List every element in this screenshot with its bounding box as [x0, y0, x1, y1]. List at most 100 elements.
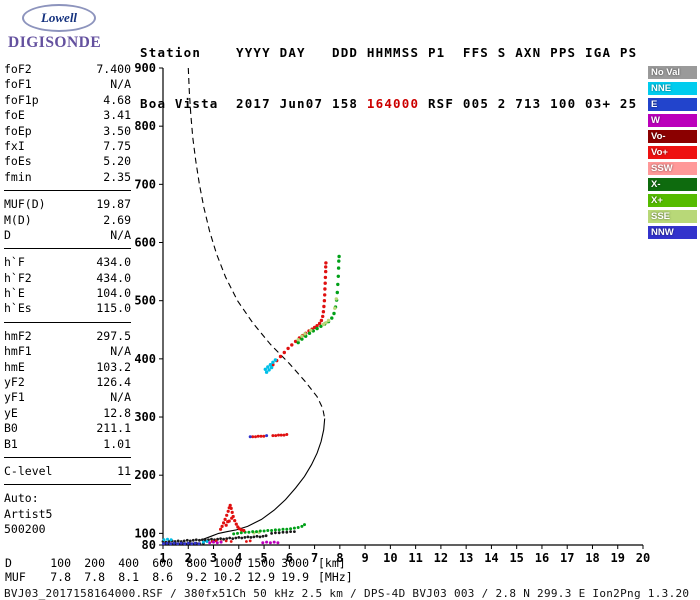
param-row: hmE 103.2 — [4, 360, 131, 375]
series-f-trace-x-green — [296, 254, 341, 345]
muf-cell: 19.9 — [281, 570, 309, 584]
param-value: 103.2 — [96, 359, 131, 374]
panel-footer-line: 500200 — [4, 522, 46, 537]
x-tick-label: 16 — [535, 551, 549, 565]
muf-cell: 8.6 — [152, 570, 173, 584]
y-tick-label: 80 — [142, 538, 156, 552]
param-value: 11 — [117, 463, 131, 478]
param-row: h`F 434.0 — [4, 255, 131, 270]
series-f-trace-onset-cyan — [263, 358, 278, 374]
param-value: 19.87 — [96, 197, 131, 212]
series-e-cluster-red — [219, 503, 246, 533]
distance-unit: [km] — [318, 556, 346, 570]
series-bottom-magenta — [208, 540, 280, 545]
param-row: C-level 11 — [4, 464, 131, 479]
param-value: 7.400 — [96, 62, 131, 76]
legend-item-x+: X+ — [648, 194, 697, 207]
param-label: MUF(D) — [4, 197, 46, 212]
ionogram-plot: 1 2 3 4 5 6 7 8 9 10 11 12 13 14 15 16 17 18 19 20900800700… — [134, 61, 650, 565]
x-tick-label: 19 — [611, 551, 625, 565]
digisonde-logo: Lowell DIGISONDE — [8, 4, 118, 52]
param-row: yF2 126.4 — [4, 375, 131, 390]
distance-cell: 1000 — [213, 556, 241, 570]
x-tick-label: 4 — [235, 551, 242, 565]
param-value: 12.8 — [103, 405, 131, 420]
header-values-line: Boa Vista 2017 Jun07 158 164000 RSF 005 … — [140, 95, 637, 112]
x-tick-label: 5 — [260, 551, 267, 565]
legend-item-no-val: No Val — [648, 66, 697, 79]
legend-item-nne: NNE — [648, 82, 697, 95]
x-tick-label: 2 — [185, 551, 192, 565]
x-tick-label: 11 — [408, 551, 422, 565]
header-time: 164000 — [366, 96, 420, 111]
param-value: N/A — [110, 344, 131, 359]
header-station-date: Boa Vista 2017 Jun07 158 — [140, 96, 367, 111]
x-tick-label: 17 — [560, 551, 574, 565]
param-value: N/A — [110, 390, 131, 405]
x-tick-label: 14 — [484, 551, 498, 565]
param-label: foF2 — [4, 62, 32, 76]
status-line: BVJ03_2017158164000.RSF / 380fx51Ch 50 k… — [4, 587, 690, 600]
param-value: 3.41 — [103, 108, 131, 123]
param-label: M(D) — [4, 212, 32, 227]
param-label: yF1 — [4, 390, 25, 405]
panel-separator — [4, 321, 131, 323]
param-label: hmF1 — [4, 344, 32, 359]
direction-color-legend: No Val NNE E W Vo- Vo+ SSW X- X+ SSE NNW — [648, 66, 697, 242]
param-label: yE — [4, 405, 18, 420]
x-tick-label: 12 — [434, 551, 448, 565]
series-bottom-cyan — [162, 537, 209, 544]
x-tick-label: 1 — [159, 551, 166, 565]
y-tick-label: 300 — [134, 410, 156, 424]
legend-item-nnw: NNW — [648, 226, 697, 239]
distance-cell: 1500 — [247, 556, 275, 570]
x-tick-label: 13 — [459, 551, 473, 565]
param-row: yF1 N/A — [4, 390, 131, 405]
muf-row-label: MUF — [5, 570, 26, 584]
logo-brand: Lowell — [40, 10, 78, 25]
param-row: fmin 2.35 — [4, 170, 131, 185]
param-label: foF1 — [4, 77, 32, 92]
param-label: hmE — [4, 359, 25, 374]
param-label: C-level — [4, 463, 53, 478]
param-label: h`F2 — [4, 270, 32, 285]
muf-cell: 7.8 — [50, 570, 71, 584]
param-row: hmF2 297.5 — [4, 329, 131, 344]
panel-separator — [4, 248, 131, 250]
series-f-trace-scatter-lightgreen — [252, 297, 338, 535]
y-tick-label: 700 — [134, 177, 156, 191]
param-label: hmF2 — [4, 328, 32, 343]
header-program-values: RSF 005 2 713 100 03+ 25 — [419, 96, 638, 111]
parameter-panel: foF2 7.400 foF1 N/A foF1p 4.68 foE 3.41 foEp 3.50… — [4, 62, 131, 538]
param-value: 7.75 — [103, 138, 131, 153]
muf-cell: 12.9 — [247, 570, 275, 584]
muf-cell: 10.2 — [213, 570, 241, 584]
param-value: 211.1 — [96, 421, 131, 436]
param-label: h`Es — [4, 301, 32, 316]
x-tick-label: 20 — [636, 551, 650, 565]
legend-item-w: W — [648, 114, 697, 127]
lowell-logo-oval: Lowell — [22, 4, 96, 32]
y-tick-label: 500 — [134, 294, 156, 308]
param-label: yF2 — [4, 375, 25, 390]
param-value: 1.01 — [103, 436, 131, 451]
param-row: foF1 N/A — [4, 77, 131, 92]
ionogram-header: Station YYYY DAY DDD HHMMSS P1 FFS S AXN… — [140, 10, 637, 146]
param-label: foF1p — [4, 92, 39, 107]
y-tick-label: 900 — [134, 61, 156, 75]
legend-item-vo+: Vo+ — [648, 146, 697, 159]
param-row: D N/A — [4, 228, 131, 243]
panel-separator — [4, 456, 131, 458]
param-row: B0 211.1 — [4, 421, 131, 436]
param-value: 5.20 — [103, 154, 131, 169]
x-tick-label: 3 — [210, 551, 217, 565]
y-tick-label: 800 — [134, 119, 156, 133]
distance-cell: 3000 — [281, 556, 309, 570]
param-row: fxI 7.75 — [4, 139, 131, 154]
x-tick-label: 8 — [336, 551, 343, 565]
param-value: 126.4 — [96, 375, 131, 390]
distance-cell: 600 — [152, 556, 173, 570]
param-row: foF1p 4.68 — [4, 93, 131, 108]
x-tick-label: 15 — [509, 551, 523, 565]
param-value: 115.0 — [96, 301, 131, 316]
